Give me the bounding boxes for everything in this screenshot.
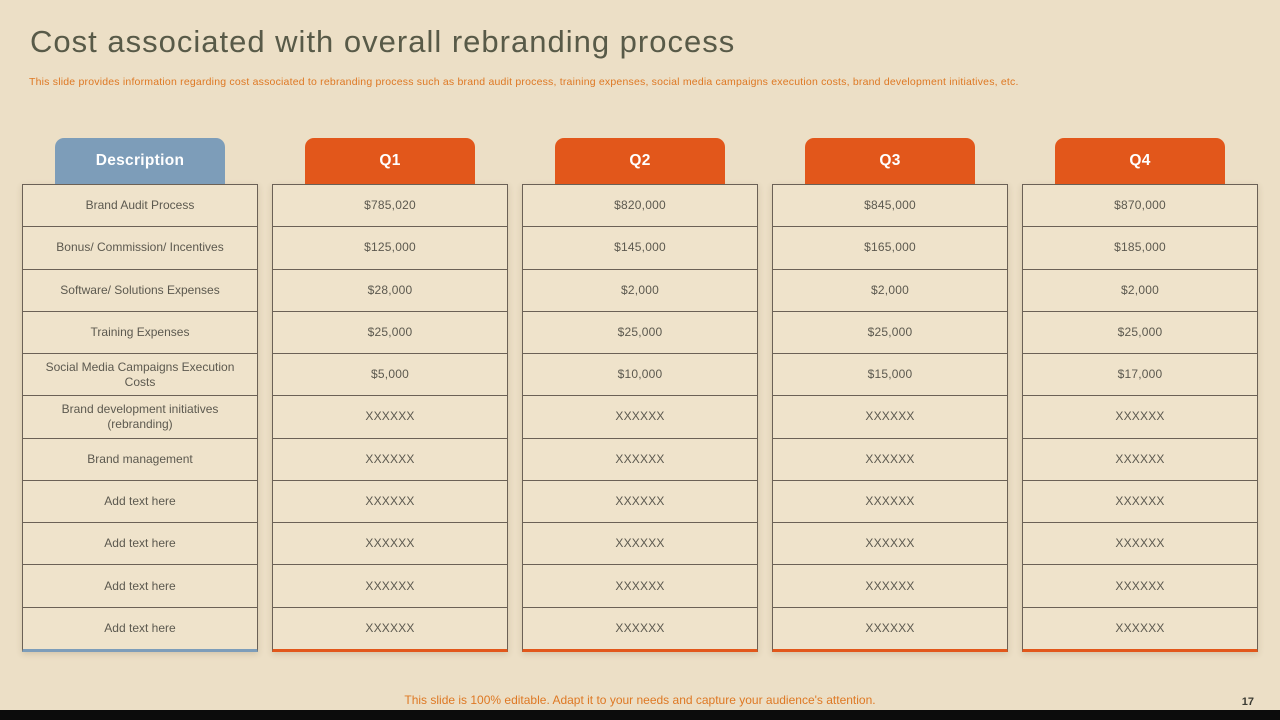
description-column: Description Brand Audit Process Bonus/ Co… <box>22 138 258 652</box>
value-cell: $2,000 <box>1023 270 1257 312</box>
value-cell: $25,000 <box>773 312 1007 355</box>
value-cell: XXXXXX <box>273 439 507 481</box>
quarter-header-tab-q4: Q4 <box>1055 138 1225 184</box>
quarter-values-q4: $870,000 $185,000 $2,000 $25,000 $17,000 XXXX… <box>1022 184 1258 652</box>
value-cell: $28,000 <box>273 270 507 312</box>
value-cell: $25,000 <box>1023 312 1257 355</box>
value-cell: XXXXXX <box>365 620 415 635</box>
cost-table: Description Brand Audit Process Bonus/ Co… <box>22 138 1258 652</box>
description-header-label: Description <box>95 152 185 169</box>
value-cell: $17,000 <box>1023 354 1257 397</box>
value-cell: XXXXXX <box>1115 620 1165 635</box>
row-label: Add text here <box>23 481 257 524</box>
value-cell: XXXXXX <box>773 396 1007 439</box>
row-label: Bonus/ Commission/ Incentives <box>23 227 257 270</box>
value-cell: XXXXXX <box>773 523 1007 566</box>
value-cell: XXXXXX <box>1023 439 1257 481</box>
page-number: 17 <box>1241 696 1254 708</box>
row-label: Brand management <box>23 439 257 481</box>
value-cell: XXXXXX <box>273 523 507 566</box>
page-title: Cost associated with overall rebranding … <box>30 24 736 59</box>
value-cell: $145,000 <box>523 227 757 270</box>
quarter-column-q1: Q1 $785,020 $125,000 $28,000 $25,000 $5,000 XX… <box>272 138 508 652</box>
quarter-column-q2: Q2 $820,000 $145,000 $2,000 $25,000 $10,000 XX… <box>522 138 758 652</box>
quarter-values-q2: $820,000 $145,000 $2,000 $25,000 $10,000 XXXX… <box>522 184 758 652</box>
quarter-header-tab-q3: Q3 <box>805 138 975 184</box>
value-cell: XXXXXX <box>615 620 665 635</box>
value-cell: XXXXXX <box>523 439 757 481</box>
row-label: Brand Audit Process <box>23 185 257 228</box>
value-cell: XXXXXX <box>1023 481 1257 524</box>
value-cell: $2,000 <box>523 270 757 312</box>
row-label: Add text here <box>23 523 257 566</box>
quarter-values-q3: $845,000 $165,000 $2,000 $25,000 $15,000 XXXX… <box>772 184 1008 652</box>
slide-subtitle: This slide provides information regardin… <box>29 76 1019 88</box>
value-cell: XXXXXX <box>773 481 1007 524</box>
value-cell: $2,000 <box>773 270 1007 312</box>
value-cell: XXXXXX <box>523 523 757 566</box>
value-cell: $785,020 <box>273 185 507 228</box>
quarter-values-q1: $785,020 $125,000 $28,000 $25,000 $5,000 XXXX… <box>272 184 508 652</box>
description-rows: Brand Audit Process Bonus/ Commission/ In… <box>22 184 258 652</box>
value-cell: XXXXXX <box>773 439 1007 481</box>
value-cell: $10,000 <box>523 354 757 397</box>
value-cell: $165,000 <box>773 227 1007 270</box>
quarter-header-tab-q2: Q2 <box>555 138 725 184</box>
quarter-header-tab-q1: Q1 <box>305 138 475 184</box>
value-cell: $25,000 <box>273 312 507 355</box>
value-cell: $870,000 <box>1023 185 1257 228</box>
row-label: Software/ Solutions Expenses <box>23 270 257 312</box>
slide-footer-note: This slide is 100% editable. Adapt it to… <box>404 693 876 707</box>
value-cell: XXXXXX <box>865 620 915 635</box>
row-label: Add text here <box>104 620 176 635</box>
quarter-column-q3: Q3 $845,000 $165,000 $2,000 $25,000 $15,000 XX… <box>772 138 1008 652</box>
value-cell: XXXXXX <box>273 565 507 608</box>
value-cell: XXXXXX <box>523 481 757 524</box>
value-cell: $5,000 <box>273 354 507 397</box>
value-cell: XXXXXX <box>773 565 1007 608</box>
value-cell: $15,000 <box>773 354 1007 397</box>
value-cell: XXXXXX <box>523 396 757 439</box>
row-label: Brand development initiatives (rebrandin… <box>23 396 257 439</box>
value-cell: XXXXXX <box>1023 523 1257 566</box>
value-cell: XXXXXX <box>273 396 507 439</box>
value-cell: XXXXXX <box>273 481 507 524</box>
value-cell: $820,000 <box>523 185 757 228</box>
value-cell: $185,000 <box>1023 227 1257 270</box>
value-cell: $125,000 <box>273 227 507 270</box>
value-cell: XXXXXX <box>1023 565 1257 608</box>
value-cell: XXXXXX <box>523 565 757 608</box>
row-label: Training Expenses <box>23 312 257 355</box>
bottom-bar <box>0 710 1280 720</box>
quarter-column-q4: Q4 $870,000 $185,000 $2,000 $25,000 $17,000 XX… <box>1022 138 1258 652</box>
description-header-tab: Description <box>55 138 225 184</box>
value-cell: XXXXXX <box>1023 396 1257 439</box>
value-cell: $845,000 <box>773 185 1007 228</box>
value-cell: $25,000 <box>523 312 757 355</box>
row-label: Add text here <box>23 565 257 608</box>
row-label: Social Media Campaigns Execution Costs <box>23 354 257 397</box>
